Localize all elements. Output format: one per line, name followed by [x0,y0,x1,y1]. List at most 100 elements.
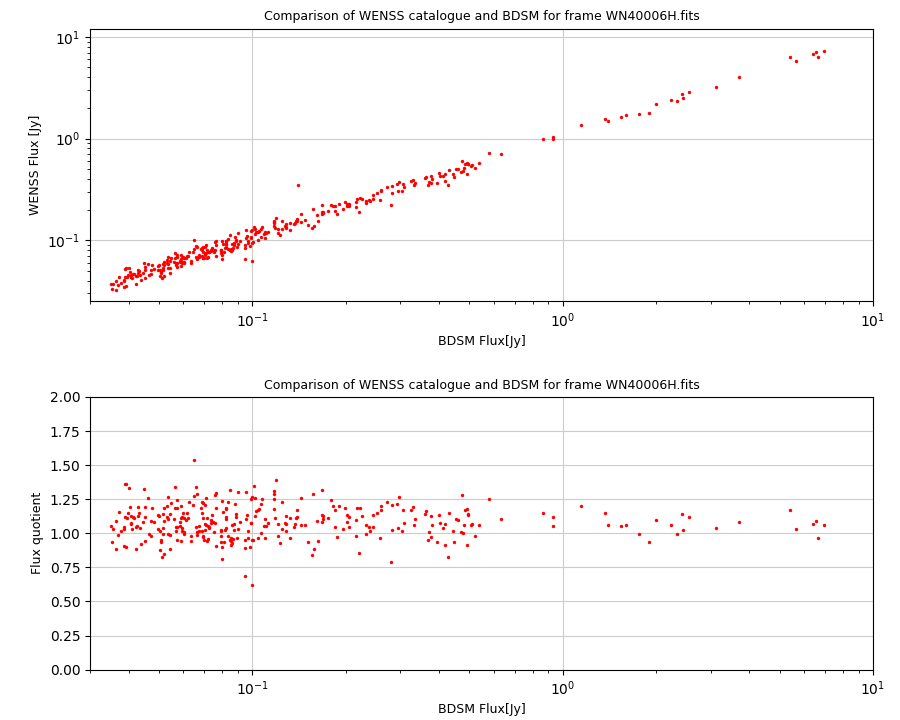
Point [789,523,804,535]
Point [355,510,369,522]
Point [160,528,175,539]
Point [536,133,551,145]
Point [681,86,696,98]
Point [352,547,366,559]
Point [448,513,463,525]
Point [437,176,452,187]
Point [241,235,256,247]
Point [168,482,183,493]
Point [170,534,184,546]
Point [228,524,242,536]
Point [664,519,679,531]
Point [257,226,272,238]
Point [138,535,152,546]
Point [808,46,823,58]
Point [203,515,218,526]
Point [437,518,452,530]
Point [331,198,346,210]
Point [163,267,177,279]
Point [195,531,210,542]
Point [252,503,266,515]
Point [170,249,184,261]
Point [108,275,122,287]
Point [472,158,486,169]
Point [141,528,156,540]
Point [174,261,188,272]
Point [168,526,183,537]
Point [352,207,366,218]
Point [240,230,255,242]
Point [119,478,133,490]
Point [132,508,147,519]
Point [243,518,257,529]
Point [290,213,304,225]
Point [138,261,152,273]
Point [176,511,190,523]
Point [419,505,434,517]
Point [241,532,256,544]
Point [315,484,329,495]
Point [168,259,183,271]
Point [310,210,324,221]
Point [330,531,345,543]
Point [125,269,140,280]
Point [601,115,616,127]
Point [196,242,211,253]
Point [195,252,210,264]
Point [127,269,141,280]
Point [267,493,282,505]
Point [442,508,456,519]
Point [127,513,141,524]
Point [227,238,241,249]
Point [258,520,273,531]
Point [278,220,293,232]
Point [273,229,287,240]
Point [674,88,688,99]
Point [339,200,354,212]
Point [176,526,191,538]
Point [225,244,239,256]
Point [201,533,215,544]
Point [304,549,319,561]
Point [209,502,223,513]
Point [163,262,177,274]
Point [184,256,198,267]
Point [166,513,181,525]
Point [238,242,252,253]
Point [229,508,243,520]
Point [195,531,210,543]
Point [202,521,217,533]
Point [460,168,474,179]
Point [249,505,264,516]
Point [230,228,245,239]
Point [194,502,209,513]
Point [117,521,131,533]
Point [229,231,243,243]
Point [213,244,228,256]
Point [229,234,243,246]
Point [215,553,230,564]
Point [269,474,284,486]
Point [310,516,324,527]
Point [248,228,262,240]
Point [189,240,203,251]
Point [179,250,194,261]
Point [369,188,383,199]
Point [155,551,169,562]
Point [119,281,133,292]
Point [291,323,305,335]
Point [122,262,137,274]
Point [244,517,258,528]
Point [160,491,175,503]
Point [129,521,143,533]
Point [314,517,328,528]
Point [120,271,134,282]
Point [225,238,239,250]
Point [195,246,210,258]
Point [274,523,289,535]
Point [432,170,446,181]
Point [273,538,287,549]
Point [197,253,211,264]
Point [170,252,184,264]
Point [228,239,242,251]
